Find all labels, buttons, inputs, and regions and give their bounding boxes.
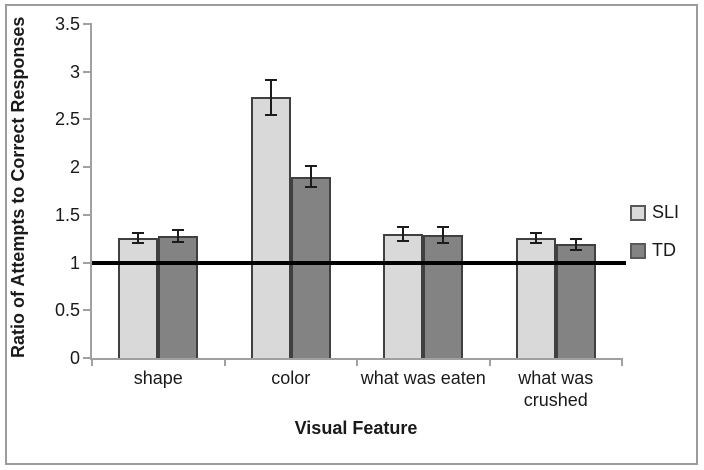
error-bar-td-what-was-crushed <box>574 238 577 251</box>
x-tick-mark <box>91 358 93 366</box>
bar-sli-what-was-eaten <box>383 233 424 358</box>
error-cap-bottom-sli-shape <box>132 241 145 244</box>
error-cap-top-td-color <box>304 165 317 168</box>
x-axis-title: Visual Feature <box>294 418 418 438</box>
error-cap-top-sli-what-was-crushed <box>529 231 542 234</box>
error-bar-sli-what-was-crushed <box>534 232 537 243</box>
y-tick-label-0: 0 <box>69 348 80 368</box>
error-cap-bottom-sli-what-was-crushed <box>529 241 542 244</box>
x-tick-label-what-was-crushed: what was crushed <box>518 368 594 410</box>
y-tick-label-2.5: 2.5 <box>54 109 80 130</box>
error-cap-bottom-sli-what-was-eaten <box>397 239 410 242</box>
bar-td-what-was-eaten <box>423 234 464 358</box>
y-tick-mark <box>83 70 92 73</box>
error-cap-bottom-td-shape <box>172 240 185 243</box>
y-tick-label-2: 2 <box>69 157 80 178</box>
error-bar-td-shape <box>177 230 180 242</box>
y-tick-mark <box>83 118 92 121</box>
y-tick-label-0.5: 0.5 <box>54 300 80 321</box>
error-cap-top-sli-shape <box>132 231 145 234</box>
error-cap-bottom-td-what-was-eaten <box>437 241 450 244</box>
legend-label-td: TD <box>652 240 676 260</box>
x-tick-mark <box>223 358 226 366</box>
error-cap-bottom-td-color <box>304 186 317 189</box>
x-tick-label-color: color <box>271 368 311 388</box>
error-cap-bottom-sli-color <box>264 113 277 116</box>
error-bar-td-what-was-eaten <box>442 227 445 243</box>
legend-swatch-td-icon <box>630 242 646 259</box>
y-tick-mark <box>83 23 92 25</box>
error-cap-top-td-shape <box>172 229 185 232</box>
bar-sli-color <box>250 97 291 358</box>
y-tick-label-3.5: 3.5 <box>54 14 80 34</box>
plot-area <box>83 23 626 366</box>
y-tick-mark <box>83 213 92 216</box>
bar-sli-shape <box>118 237 159 358</box>
legend-label-sli: SLI <box>652 202 680 222</box>
bar-td-color <box>290 176 331 358</box>
error-cap-bottom-td-what-was-crushed <box>569 249 582 252</box>
error-cap-top-td-what-was-eaten <box>437 226 450 229</box>
bar-td-shape <box>158 235 199 358</box>
error-bar-sli-shape <box>137 232 140 243</box>
y-tick-label-1.5: 1.5 <box>54 204 80 225</box>
error-cap-top-sli-color <box>264 79 277 82</box>
legend-entry-td: TD <box>630 240 679 261</box>
x-tick-label-what-was-eaten: what was eaten <box>360 368 486 388</box>
y-tick-label-1: 1 <box>69 252 80 273</box>
error-bar-td-color <box>309 166 312 188</box>
x-tick-label-shape: shape <box>133 368 183 388</box>
chart-frame-border <box>5 4 698 465</box>
error-bar-sli-what-was-eaten <box>402 227 405 241</box>
bar-sli-what-was-crushed <box>515 237 556 358</box>
y-tick-mark <box>83 261 92 264</box>
x-tick-mark <box>621 358 623 366</box>
x-tick-mark <box>356 358 358 366</box>
legend: SLI TD <box>630 202 679 261</box>
error-bar-sli-color <box>269 80 272 115</box>
legend-entry-sli: SLI <box>630 202 679 223</box>
x-tick-mark <box>488 358 491 366</box>
error-cap-top-td-what-was-crushed <box>569 237 582 240</box>
y-tick-mark <box>83 309 92 312</box>
error-cap-top-sli-what-was-eaten <box>397 226 410 229</box>
y-tick-mark <box>83 166 92 169</box>
y-tick-label-3: 3 <box>69 61 80 82</box>
y-tick-mark <box>83 357 92 359</box>
legend-swatch-sli-icon <box>630 204 646 221</box>
reference-line-y1 <box>92 260 626 265</box>
